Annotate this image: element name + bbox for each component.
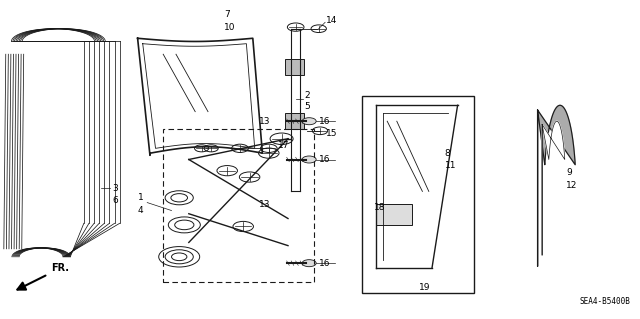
Text: 18: 18	[374, 203, 386, 212]
Text: 19: 19	[419, 283, 431, 292]
Bar	[376, 204, 412, 225]
Text: 5: 5	[304, 102, 310, 111]
Text: 7: 7	[224, 10, 230, 19]
Text: 6: 6	[112, 197, 118, 205]
Bar	[362, 96, 474, 293]
Text: 12: 12	[566, 181, 578, 189]
Text: 16: 16	[319, 259, 330, 268]
Text: 2: 2	[304, 91, 310, 100]
Text: 13: 13	[259, 200, 271, 209]
Circle shape	[302, 260, 316, 267]
Text: 10: 10	[224, 23, 236, 32]
Text: 9: 9	[566, 168, 572, 177]
Text: 16: 16	[319, 117, 330, 126]
Text: 11: 11	[445, 161, 456, 170]
Text: 4: 4	[138, 206, 143, 215]
Text: 3: 3	[112, 184, 118, 193]
Text: FR.: FR.	[51, 263, 69, 273]
Circle shape	[302, 156, 316, 163]
Text: 15: 15	[326, 130, 338, 138]
Polygon shape	[542, 121, 564, 255]
Text: SEA4-B5400B: SEA4-B5400B	[580, 297, 630, 306]
Text: 16: 16	[319, 155, 330, 164]
Bar	[285, 59, 304, 75]
Text: 17: 17	[278, 141, 290, 150]
Polygon shape	[538, 105, 575, 266]
Text: 8: 8	[445, 149, 451, 158]
Text: 14: 14	[326, 16, 338, 25]
Text: 13: 13	[259, 117, 271, 126]
Circle shape	[302, 118, 316, 125]
Text: 1: 1	[138, 193, 143, 202]
Bar	[285, 113, 304, 129]
Bar	[163, 129, 314, 282]
